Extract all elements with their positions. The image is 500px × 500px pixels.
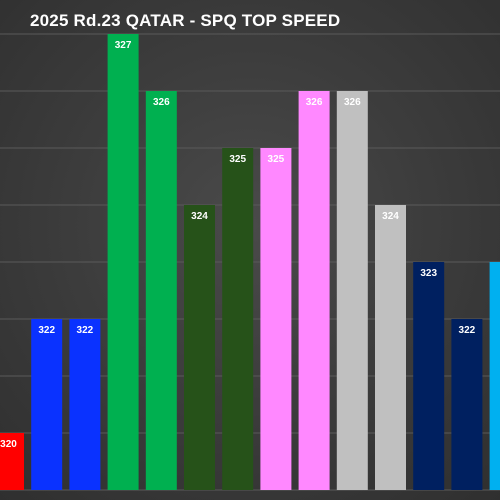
bar-value-label: 322 <box>77 325 94 336</box>
bar <box>336 91 368 490</box>
bar-value-label: 326 <box>306 97 323 108</box>
bar <box>413 262 445 490</box>
bar-value-label: 322 <box>38 325 55 336</box>
bar-value-label: 326 <box>153 97 170 108</box>
bar <box>107 34 139 490</box>
bar <box>0 433 24 490</box>
bars <box>0 34 500 490</box>
bar-value-label: 324 <box>382 211 399 222</box>
bar <box>145 91 177 490</box>
bar <box>451 319 483 490</box>
bar-value-label: 320 <box>0 439 17 450</box>
chart-title: 2025 Rd.23 QATAR - SPQ TOP SPEED <box>30 11 341 30</box>
bar-value-label: 325 <box>229 154 246 165</box>
bar <box>375 205 406 490</box>
bar <box>298 91 330 490</box>
bar-value-label: 323 <box>420 268 437 279</box>
bar <box>69 319 101 490</box>
bar-value-label: 322 <box>459 325 476 336</box>
bar <box>260 148 292 490</box>
bar <box>31 319 63 490</box>
bar <box>222 148 254 490</box>
bar-value-label: 327 <box>115 40 132 51</box>
bar-value-label: 326 <box>344 97 361 108</box>
bar-value-label: 325 <box>268 154 285 165</box>
bar <box>489 262 500 490</box>
bar-labels: 320 322 322 327 326 324 325 325 326 326 324 323 322 <box>0 40 476 450</box>
bar-value-label: 324 <box>191 211 208 222</box>
bar <box>184 205 215 490</box>
